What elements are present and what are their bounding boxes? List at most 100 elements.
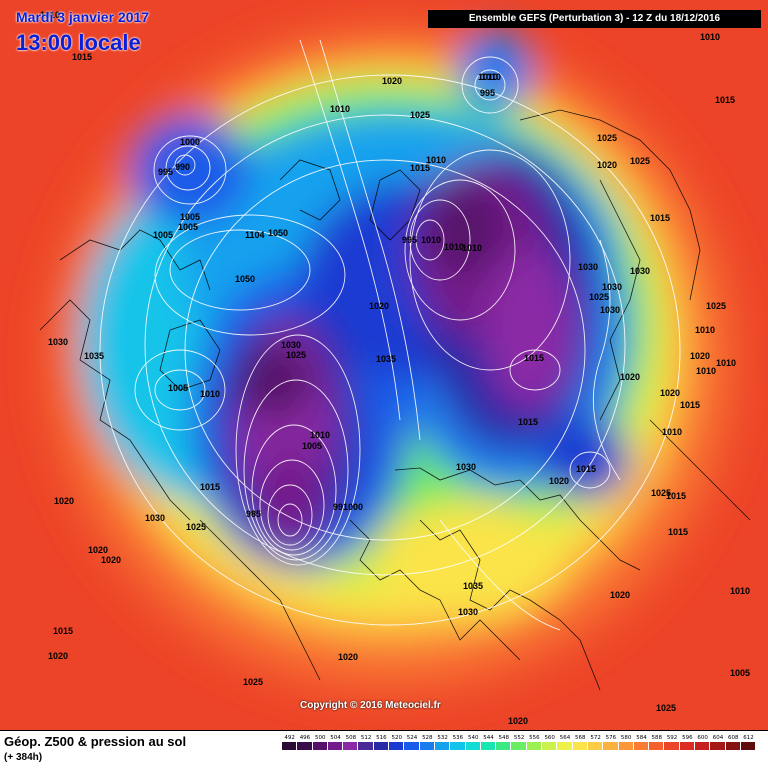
legend-value: 556	[529, 735, 540, 741]
legend-swatch	[526, 742, 543, 750]
pressure-label: 1005	[730, 668, 750, 678]
pressure-label: 1015	[668, 527, 688, 537]
pressure-label: 1035	[376, 354, 396, 364]
model-run-info: Ensemble GEFS (Perturbation 3) - 12 Z du…	[428, 10, 761, 28]
pressure-label: 1010	[421, 235, 441, 245]
pressure-label: 1010	[716, 358, 736, 368]
legend-value: 580	[620, 735, 632, 741]
legend-swatch	[419, 742, 435, 750]
pressure-label: 1020	[620, 372, 640, 382]
pressure-label: 1010	[330, 104, 350, 114]
legend-swatch	[465, 742, 481, 750]
pressure-label: 1030	[630, 266, 650, 276]
legend-value: 496	[299, 735, 311, 741]
legend-swatch	[327, 742, 344, 750]
legend-value: 552	[513, 735, 525, 741]
pressure-label: 1030	[48, 337, 68, 347]
pressure-label: 1050	[268, 228, 288, 238]
pressure-label: 1010	[478, 72, 498, 82]
pressure-label: 1020	[369, 301, 389, 311]
legend-value: 504	[330, 735, 341, 741]
legend-swatch	[312, 742, 328, 750]
legend-value: 528	[422, 735, 433, 741]
pressure-label: 1015	[200, 482, 220, 492]
legend-swatch	[542, 742, 558, 750]
forecast-lead-time: (+ 384h)	[4, 752, 43, 763]
pressure-label: 1025	[186, 522, 206, 532]
legend-value: 572	[590, 735, 601, 741]
z500-map: 1010 1015 1020 1025 1010 1010 1010 995 1…	[0, 0, 768, 730]
legend-value: 588	[651, 735, 663, 741]
pressure-label: 1010	[310, 430, 330, 440]
legend-swatch	[496, 742, 512, 750]
legend-swatch	[649, 742, 665, 750]
pressure-label: 1030	[145, 513, 165, 523]
pressure-label: 1020	[338, 652, 358, 662]
legend-swatch	[572, 742, 588, 750]
legend-swatch	[297, 742, 313, 750]
pressure-label: 1050	[235, 274, 255, 284]
legend-value: 500	[314, 735, 326, 741]
pressure-label: 990	[175, 162, 190, 172]
copyright-notice: Copyright © 2016 Meteociel.fr	[300, 700, 441, 711]
legend-value: 516	[376, 735, 387, 741]
pressure-label: 1025	[286, 350, 306, 360]
legend-swatch	[450, 742, 466, 750]
pressure-isobars	[99, 39, 681, 631]
legend-value: 576	[605, 735, 617, 741]
legend-swatch	[511, 742, 527, 750]
pressure-label: 985	[246, 509, 261, 519]
legend-swatch	[633, 742, 650, 750]
pressure-label: 1015	[53, 626, 73, 636]
pressure-label: 1020	[48, 651, 68, 661]
pressure-label: 1000	[180, 137, 200, 147]
pressure-label: 991000	[333, 502, 363, 512]
pressure-label: 1015	[410, 163, 430, 173]
pressure-label: 1010	[200, 389, 220, 399]
pressure-label: 1025	[630, 156, 650, 166]
pressure-label: 1010	[444, 242, 464, 252]
legend-value: 524	[406, 735, 418, 741]
pressure-label: 1030	[578, 262, 598, 272]
legend-swatch	[373, 742, 390, 750]
pressure-label: 1015	[524, 353, 544, 363]
pressure-label: 1030	[456, 462, 476, 472]
pressure-label: 1025	[410, 110, 430, 120]
pressure-label: 1010	[696, 366, 716, 376]
pressure-label: 1025	[656, 703, 676, 713]
pressure-label: 1010	[695, 325, 715, 335]
legend-swatch	[725, 742, 741, 750]
pressure-label: 1025	[589, 292, 609, 302]
pressure-label: 1005	[178, 222, 198, 232]
pressure-label: 1020	[382, 76, 402, 86]
pressure-label: 995	[480, 88, 495, 98]
pressure-label: 1020	[101, 555, 121, 565]
pressure-label: 1015	[666, 491, 686, 501]
legend-value: 560	[544, 735, 555, 741]
pressure-label: 1005	[180, 212, 200, 222]
pressure-label: 1030	[602, 282, 622, 292]
pressure-label: 1010	[426, 155, 446, 165]
pressure-labels: 1010 1015 1020 1025 1010 1010 1010 995 1…	[40, 10, 750, 726]
legend-swatch	[603, 742, 619, 750]
legend-value: 612	[743, 735, 754, 741]
pressure-label: 1005	[302, 441, 322, 451]
pressure-label: 1025	[597, 133, 617, 143]
legend-labels: 492 496 500 504 508 512 516 520 524 528 532 536 540 5…	[282, 735, 756, 741]
legend-value: 596	[682, 735, 693, 741]
legend-value: 568	[575, 735, 586, 741]
legend-swatch	[404, 742, 420, 750]
pressure-label: 1020	[690, 351, 710, 361]
pressure-label: 1104	[245, 230, 265, 240]
legend-value: 544	[483, 735, 494, 741]
legend-swatch	[695, 742, 711, 750]
pressure-label: 1010	[700, 32, 720, 42]
pressure-label: 1020	[549, 476, 569, 486]
pressure-label: 1010	[730, 586, 750, 596]
legend-value: 548	[498, 735, 510, 741]
legend-value: 512	[360, 735, 372, 741]
pressure-label: 1020	[597, 160, 617, 170]
pressure-label: 1030	[600, 305, 620, 315]
pressure-label: 1015	[518, 417, 538, 427]
